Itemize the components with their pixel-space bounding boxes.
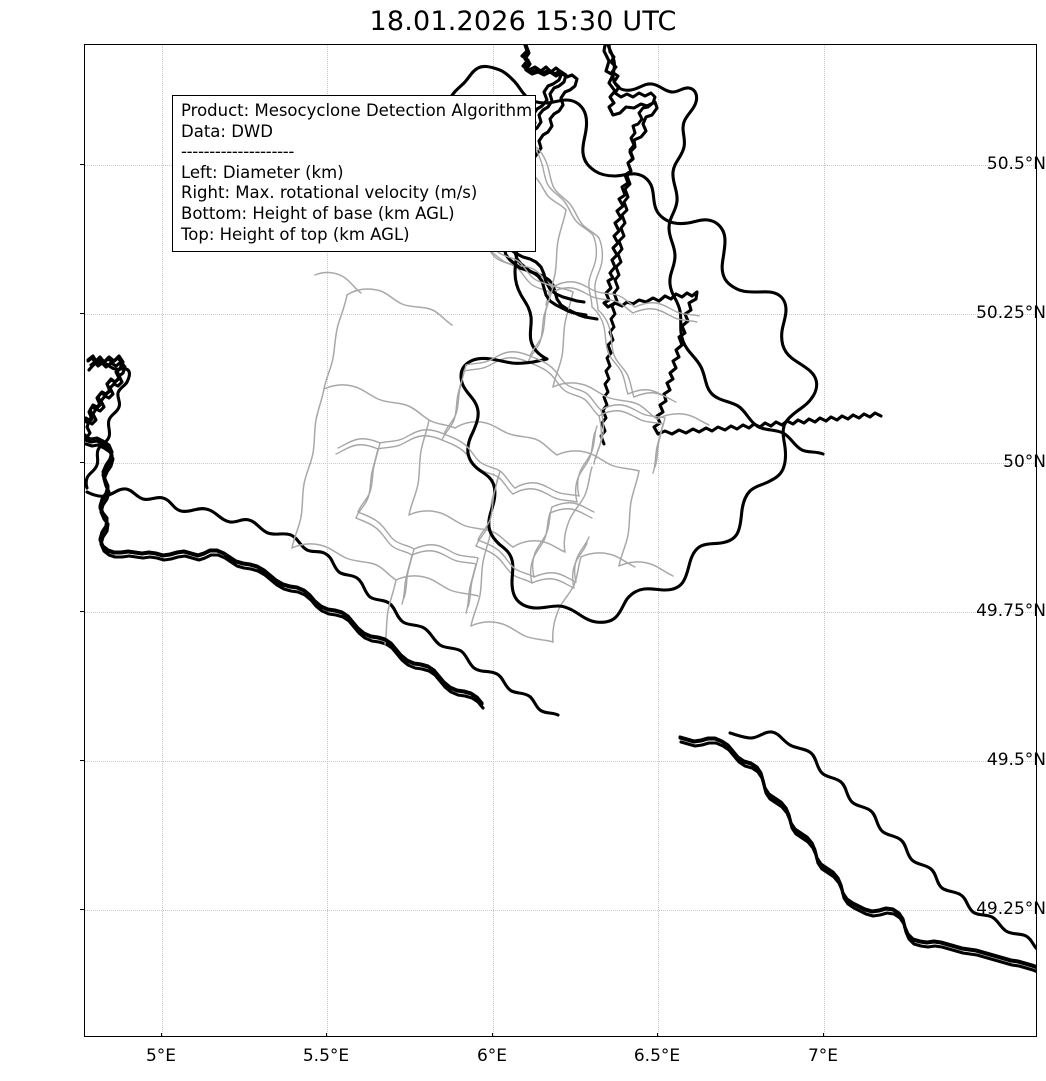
y-tick-label-49_5: 49.5°N — [986, 750, 1046, 770]
y-tick-mark — [80, 313, 84, 314]
info-left: Left: Diameter (km) — [181, 162, 344, 182]
x-tick-mark — [823, 1033, 824, 1037]
info-top: Top: Height of top (km AGL) — [181, 224, 410, 244]
y-tick-mark — [80, 164, 84, 165]
gridline-vertical — [493, 45, 494, 1036]
x-tick-mark — [492, 1033, 493, 1037]
gridline-vertical — [327, 45, 328, 1036]
gridline-horizontal — [85, 910, 1036, 911]
y-tick-mark — [80, 909, 84, 910]
map-border-germany-ne — [606, 45, 825, 456]
map-plot-area[interactable]: .nb{fill:none;stroke:#000000;stroke-widt… — [84, 44, 1037, 1037]
y-tick-mark — [80, 611, 84, 612]
german-border-north — [602, 45, 883, 436]
gridline-horizontal — [85, 165, 1036, 166]
gridline-horizontal — [85, 761, 1036, 762]
national-border-germany-belgium — [599, 45, 657, 446]
y-tick-label-49_25: 49.25°N — [976, 899, 1046, 919]
gridline-vertical — [162, 45, 163, 1036]
x-tick-label-7e: 7°E — [807, 1046, 839, 1066]
y-tick-mark — [80, 462, 84, 463]
info-right: Right: Max. rotational velocity (m/s) — [181, 183, 478, 203]
border-belgium-nw-fragment — [85, 354, 125, 425]
gridline-horizontal — [85, 314, 1036, 315]
x-tick-label-6e: 6°E — [476, 1046, 508, 1066]
border-germany-france-se — [728, 730, 1036, 951]
x-tick-mark — [161, 1033, 162, 1037]
country-border-path — [602, 45, 883, 436]
x-tick-label-5e: 5°E — [145, 1046, 177, 1066]
page-title: 18.01.2026 15:30 UTC — [369, 6, 677, 37]
border-west-france — [85, 435, 484, 705]
info-separator: -------------------- — [181, 142, 295, 162]
x-tick-label-5_5e: 5.5°E — [302, 1046, 350, 1066]
y-tick-label-50_5: 50.5°N — [986, 154, 1046, 174]
map-geometry — [85, 45, 1036, 951]
x-tick-mark — [657, 1033, 658, 1037]
x-tick-mark — [326, 1033, 327, 1037]
y-tick-label-50: 50°N — [1003, 452, 1046, 472]
gridline-vertical — [824, 45, 825, 1036]
y-tick-label-49_75: 49.75°N — [976, 601, 1046, 621]
info-product: Product: Mesocyclone Detection Algorithm — [181, 101, 533, 120]
border-southeast-france — [678, 735, 1036, 968]
y-tick-mark — [80, 760, 84, 761]
gridline-horizontal — [85, 612, 1036, 613]
gridline-vertical — [658, 45, 659, 1036]
gridline-horizontal — [85, 463, 1036, 464]
info-data: Data: DWD — [181, 121, 273, 141]
luxembourg-canton-lines — [337, 138, 700, 608]
product-info-box: Product: Mesocyclone Detection Algorithm… — [172, 95, 536, 253]
luxembourg-country-outline — [444, 64, 819, 624]
map-display: .nb{fill:none;stroke:#000000;stroke-widt… — [85, 45, 1036, 968]
border-france-belgium-sw — [85, 487, 560, 717]
info-bottom: Bottom: Height of base (km AGL) — [181, 203, 455, 223]
y-tick-label-50_25: 50.25°N — [976, 303, 1046, 323]
x-tick-label-6_5e: 6.5°E — [633, 1046, 681, 1066]
border-belgium-west — [85, 360, 132, 490]
